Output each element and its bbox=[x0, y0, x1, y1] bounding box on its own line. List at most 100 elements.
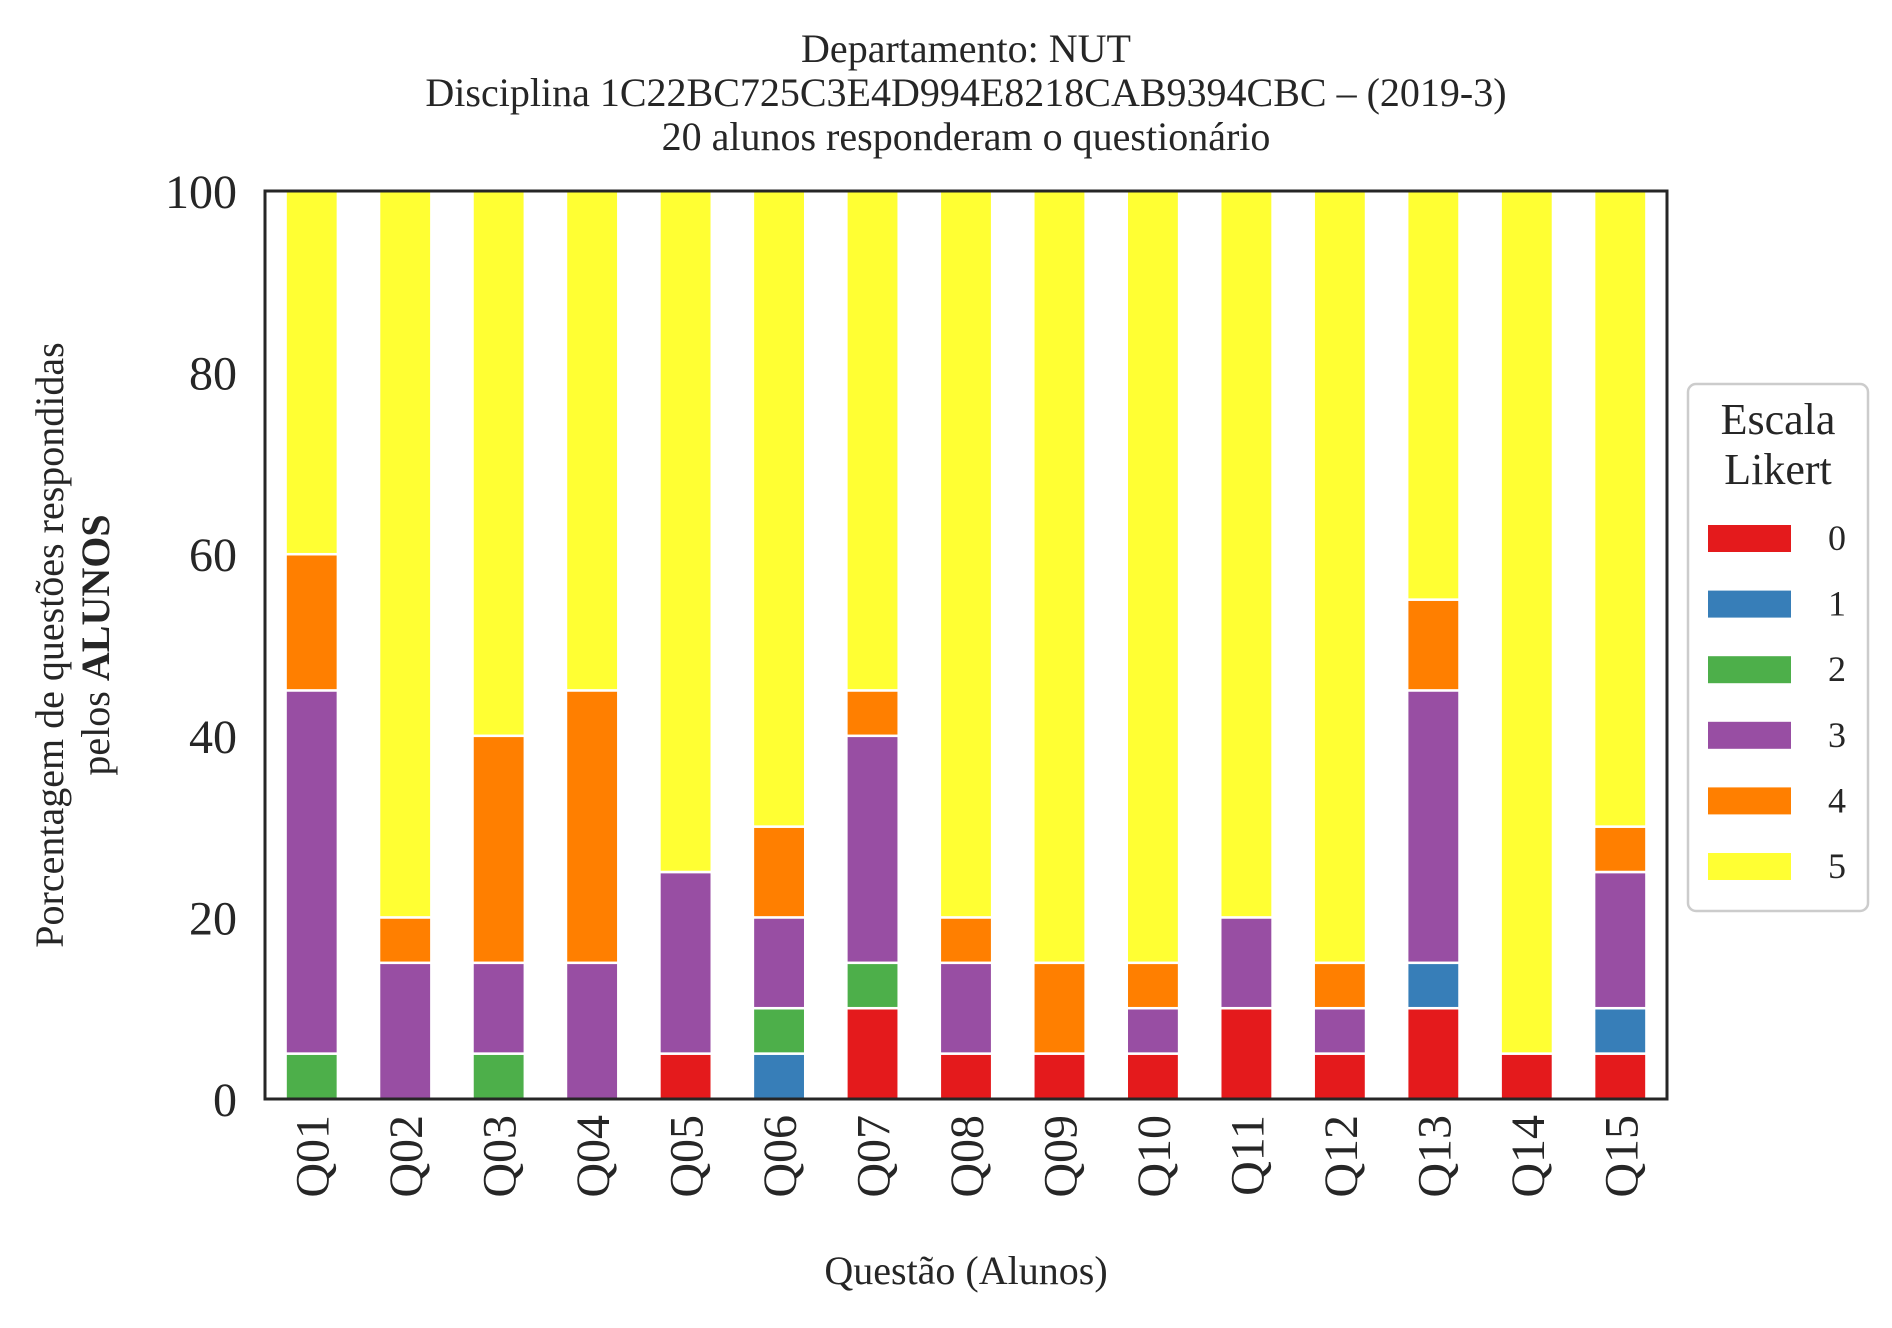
bar-segment-Q06-3 bbox=[751, 916, 807, 1010]
bar-segment-Q03-5 bbox=[471, 189, 527, 738]
x-tick-label: Q04 bbox=[567, 1115, 620, 1198]
x-axis-ticks: Q01 Q02 Q03 Q04 Q05 Q06 Q07 Q08 Q09 Q10 Q11 Q12 Q13 Q… bbox=[287, 1115, 1649, 1198]
bar-segment-Q09-0 bbox=[1032, 1052, 1087, 1101]
legend-label: 4 bbox=[1828, 780, 1846, 820]
bar-segment-Q07-4 bbox=[845, 689, 900, 738]
x-tick-label: Q11 bbox=[1221, 1115, 1274, 1196]
bar-segment-Q06-2 bbox=[751, 1006, 807, 1055]
bar-segment-Q09-5 bbox=[1032, 189, 1087, 965]
bar-segment-Q15-5 bbox=[1592, 189, 1648, 828]
bar-segment-Q11-5 bbox=[1218, 189, 1274, 919]
bar-segment-Q01-4 bbox=[284, 552, 340, 692]
title-line: Departamento: NUT bbox=[801, 26, 1131, 71]
bar-segment-Q04-5 bbox=[564, 189, 620, 692]
legend-swatch bbox=[1708, 721, 1791, 749]
bar-segment-Q01-3 bbox=[284, 689, 340, 1055]
legend-label: 3 bbox=[1828, 715, 1846, 755]
legend-label: 2 bbox=[1828, 649, 1846, 689]
legend-label: 1 bbox=[1828, 584, 1846, 624]
bar-segment-Q10-3 bbox=[1125, 1006, 1181, 1055]
x-tick-label: Q01 bbox=[287, 1115, 340, 1198]
legend-swatch bbox=[1708, 590, 1791, 618]
bar-segment-Q04-4 bbox=[564, 689, 620, 965]
y-tick-label: 40 bbox=[189, 711, 237, 764]
y-label-line-2: pelos ALUNOS bbox=[73, 514, 118, 775]
bar-segment-Q02-5 bbox=[377, 189, 433, 919]
legend-swatch bbox=[1708, 656, 1791, 684]
bar-segment-Q07-3 bbox=[845, 734, 900, 965]
y-axis-ticks: 0 20 40 60 80 100 bbox=[165, 166, 237, 1127]
x-tick-label: Q08 bbox=[941, 1115, 994, 1198]
bar-segment-Q10-0 bbox=[1125, 1052, 1181, 1101]
bar-segment-Q13-4 bbox=[1405, 598, 1461, 692]
bar-segment-Q10-5 bbox=[1125, 189, 1181, 965]
bar-segment-Q12-0 bbox=[1312, 1052, 1368, 1101]
bar-segment-Q08-5 bbox=[938, 189, 994, 919]
bar-segment-Q06-4 bbox=[751, 825, 807, 919]
bar-segment-Q03-2 bbox=[471, 1052, 527, 1101]
bar-segment-Q05-3 bbox=[658, 870, 714, 1055]
y-axis-label: Porcentagem de questões respondidas pelos… bbox=[27, 342, 118, 947]
bar-segment-Q01-2 bbox=[284, 1052, 340, 1101]
bar-segment-Q14-5 bbox=[1499, 189, 1555, 1055]
y-label-bold: ALUNOS bbox=[73, 514, 118, 681]
bar-segment-Q15-1 bbox=[1592, 1006, 1648, 1055]
plot-frame bbox=[263, 189, 1669, 1101]
bar-segment-Q13-1 bbox=[1405, 961, 1461, 1010]
bar-segment-Q13-0 bbox=[1405, 1006, 1461, 1101]
x-axis-label: Questão (Alunos) bbox=[824, 1248, 1107, 1293]
bar-segment-Q12-4 bbox=[1312, 961, 1368, 1010]
bar-segment-Q15-0 bbox=[1592, 1052, 1648, 1101]
y-tick-label: 0 bbox=[213, 1074, 237, 1127]
legend-swatch bbox=[1708, 787, 1791, 815]
title-line: 20 alunos responderam o questionário bbox=[662, 114, 1271, 159]
x-tick-label: Q15 bbox=[1595, 1115, 1648, 1198]
bar-segment-Q06-1 bbox=[751, 1052, 807, 1101]
legend-title-line: Escala bbox=[1721, 395, 1836, 444]
bar-segment-Q11-0 bbox=[1218, 1006, 1274, 1101]
y-tick-label: 100 bbox=[165, 166, 237, 219]
y-label-line-1: Porcentagem de questões respondidas bbox=[27, 342, 72, 947]
y-tick-label: 80 bbox=[189, 348, 237, 401]
bar-segment-Q05-5 bbox=[658, 189, 714, 874]
bar-segment-Q01-5 bbox=[284, 189, 340, 556]
bar-segment-Q07-2 bbox=[845, 961, 900, 1010]
bar-segment-Q10-4 bbox=[1125, 961, 1181, 1010]
legend-label: 0 bbox=[1828, 518, 1846, 558]
bar-segment-Q03-3 bbox=[471, 961, 527, 1055]
bar-segment-Q08-4 bbox=[938, 916, 994, 965]
x-tick-label: Q02 bbox=[380, 1115, 433, 1198]
bar-segment-Q15-3 bbox=[1592, 870, 1648, 1010]
x-tick-label: Q13 bbox=[1408, 1115, 1461, 1198]
x-tick-label: Q12 bbox=[1315, 1115, 1368, 1198]
bar-segment-Q13-3 bbox=[1405, 689, 1461, 965]
bars bbox=[284, 189, 1648, 1101]
legend-label: 5 bbox=[1828, 846, 1846, 886]
y-tick-label: 20 bbox=[189, 892, 237, 945]
x-tick-label: Q10 bbox=[1128, 1115, 1181, 1198]
bar-segment-Q02-4 bbox=[377, 916, 433, 965]
bar-segment-Q09-4 bbox=[1032, 961, 1087, 1055]
legend-swatch bbox=[1708, 525, 1791, 552]
y-label-prefix: pelos bbox=[73, 681, 118, 775]
x-tick-label: Q05 bbox=[661, 1115, 714, 1198]
x-tick-label: Q03 bbox=[474, 1115, 527, 1198]
bar-segment-Q04-3 bbox=[564, 961, 620, 1101]
legend-swatch bbox=[1708, 853, 1791, 880]
bar-segment-Q08-0 bbox=[938, 1052, 994, 1101]
bar-segment-Q07-5 bbox=[845, 189, 900, 692]
x-tick-label: Q09 bbox=[1034, 1115, 1087, 1198]
bar-segment-Q13-5 bbox=[1405, 189, 1461, 601]
legend-frame bbox=[1686, 382, 1870, 913]
legend-title-line: Likert bbox=[1724, 445, 1832, 494]
bar-segment-Q07-0 bbox=[845, 1006, 900, 1101]
x-tick-label: Q06 bbox=[754, 1115, 807, 1198]
bar-segment-Q08-3 bbox=[938, 961, 994, 1055]
bar-segment-Q14-0 bbox=[1499, 1052, 1555, 1101]
bar-segment-Q03-4 bbox=[471, 734, 527, 965]
bar-segment-Q05-0 bbox=[658, 1052, 714, 1101]
bar-segment-Q15-4 bbox=[1592, 825, 1648, 874]
